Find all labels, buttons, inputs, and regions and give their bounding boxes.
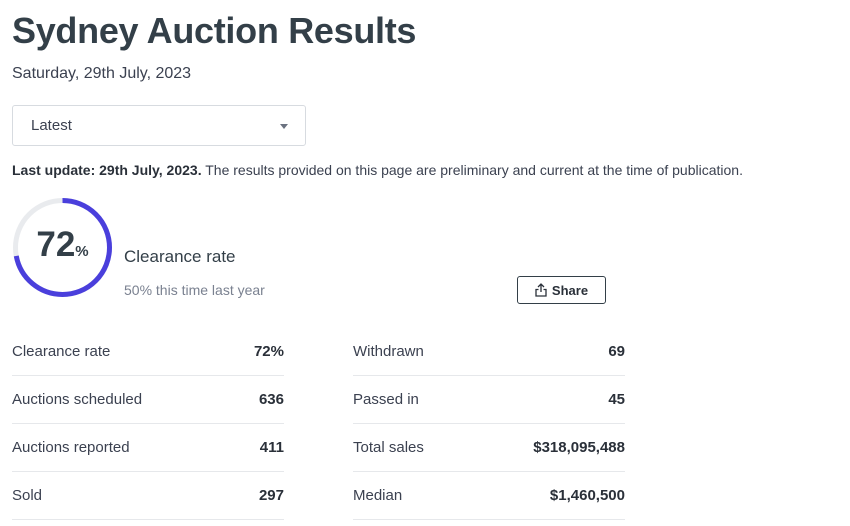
update-text: The results provided on this page are pr… bbox=[205, 162, 743, 178]
stats-left-column: Clearance rate 72% Auctions scheduled 63… bbox=[12, 328, 284, 520]
stat-value: 69 bbox=[608, 343, 625, 360]
update-notice: Last update: 29th July, 2023. The result… bbox=[12, 162, 743, 178]
share-button[interactable]: Share bbox=[517, 276, 606, 304]
results-period-dropdown[interactable]: Latest bbox=[12, 105, 306, 146]
stat-value: 411 bbox=[259, 439, 284, 456]
stat-row-total-sales: Total sales $318,095,488 bbox=[353, 424, 625, 472]
stat-label: Clearance rate bbox=[12, 343, 111, 360]
stat-label: Total sales bbox=[353, 439, 424, 456]
stat-label: Median bbox=[353, 487, 403, 504]
stat-row-clearance-rate: Clearance rate 72% bbox=[12, 328, 284, 376]
stats-right-column: Withdrawn 69 Passed in 45 Total sales $3… bbox=[353, 328, 625, 520]
chevron-down-icon bbox=[280, 124, 288, 129]
stat-row-sold: Sold 297 bbox=[12, 472, 284, 520]
update-label: Last update: 29th July, 2023. bbox=[12, 162, 202, 178]
page-title: Sydney Auction Results bbox=[12, 10, 417, 51]
clearance-comparison: 50% this time last year bbox=[124, 282, 265, 298]
stat-label: Sold bbox=[12, 487, 43, 504]
stat-label: Passed in bbox=[353, 391, 419, 408]
share-label: Share bbox=[551, 282, 589, 298]
results-date: Saturday, 29th July, 2023 bbox=[12, 65, 192, 82]
dropdown-selected-value: Latest bbox=[31, 117, 72, 134]
stat-row-auctions-scheduled: Auctions scheduled 636 bbox=[12, 376, 284, 424]
stat-row-passed-in: Passed in 45 bbox=[353, 376, 625, 424]
stat-label: Withdrawn bbox=[353, 343, 424, 360]
stat-label: Auctions reported bbox=[12, 439, 130, 456]
ring-unit: % bbox=[75, 243, 89, 260]
stat-value: 45 bbox=[608, 391, 625, 408]
stat-label: Auctions scheduled bbox=[12, 391, 143, 408]
clearance-rate-label: Clearance rate bbox=[124, 247, 236, 266]
ring-progress bbox=[13, 198, 112, 297]
stat-value: 72% bbox=[253, 343, 284, 360]
ring-number: 72 bbox=[36, 225, 76, 264]
stat-value: 636 bbox=[258, 391, 284, 408]
stat-value: $318,095,488 bbox=[533, 439, 625, 456]
share-icon bbox=[535, 283, 547, 297]
stat-value: 297 bbox=[258, 487, 284, 504]
stat-row-withdrawn: Withdrawn 69 bbox=[353, 328, 625, 376]
ring-value: 72% bbox=[12, 225, 113, 265]
stat-value: $1,460,500 bbox=[549, 487, 625, 504]
stat-row-auctions-reported: Auctions reported 411 bbox=[12, 424, 284, 472]
clearance-rate-ring: 72% bbox=[12, 197, 113, 298]
stat-row-median: Median $1,460,500 bbox=[353, 472, 625, 520]
clearance-ring-graphic bbox=[13, 198, 112, 297]
